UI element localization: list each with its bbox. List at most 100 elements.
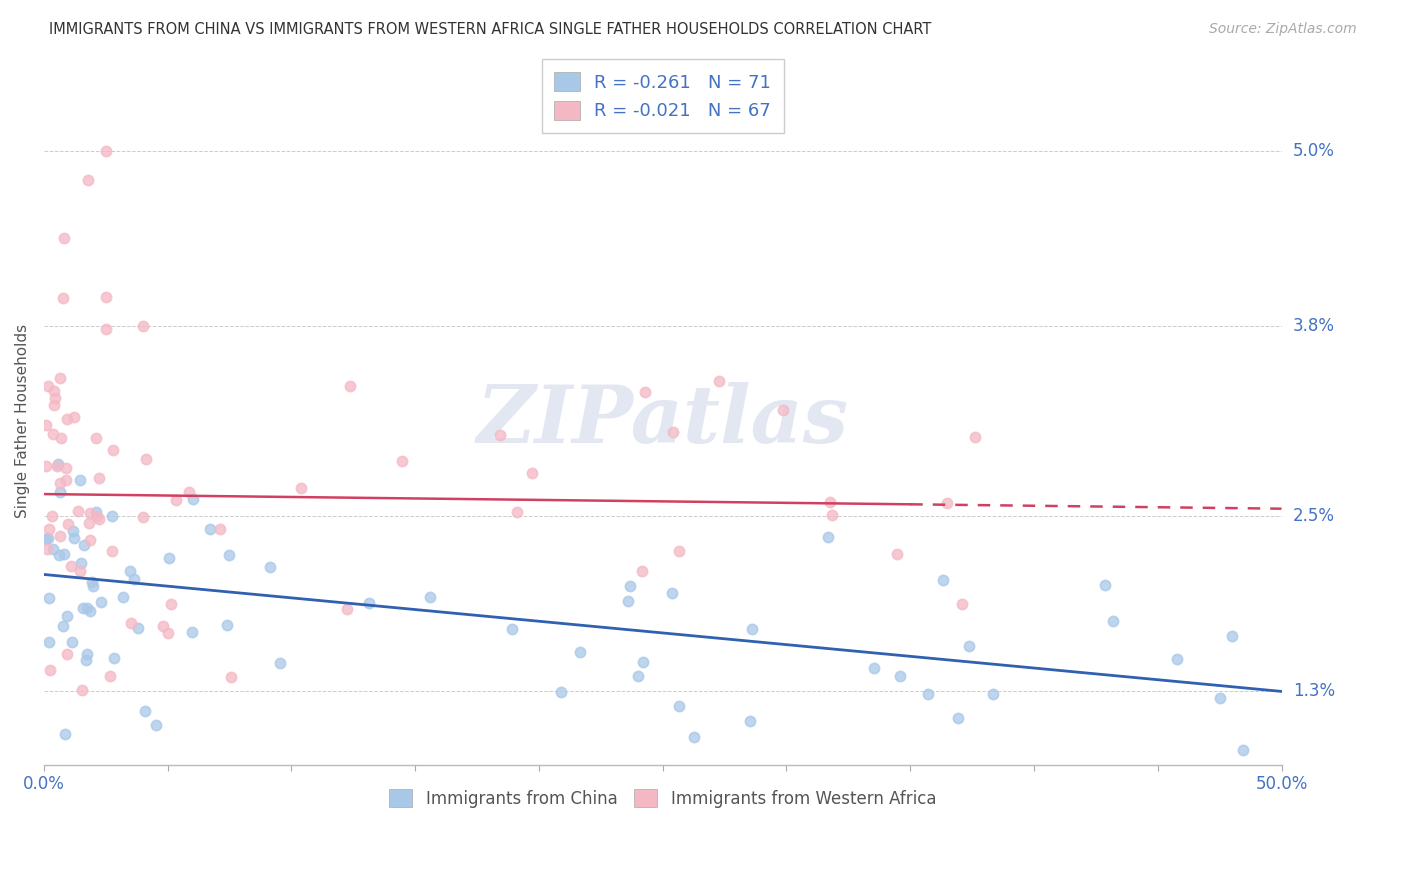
Point: [631, 655, 654, 669]
Point: [489, 427, 512, 442]
Point: [42, 541, 65, 556]
Point: [1094, 578, 1116, 592]
Point: [339, 379, 361, 393]
Point: [35, 533, 58, 547]
Point: [76, 648, 98, 662]
Point: [633, 385, 655, 400]
Point: [41, 508, 63, 523]
Point: [59, 558, 82, 573]
Point: [127, 621, 149, 635]
Point: [79, 533, 101, 547]
Point: [132, 318, 155, 333]
Point: [79, 604, 101, 618]
Point: [145, 718, 167, 732]
Point: [950, 597, 973, 611]
Point: [56, 517, 79, 532]
Point: [69, 473, 91, 487]
Point: [41, 426, 63, 441]
Point: [52, 547, 75, 561]
Text: ZIPatlas: ZIPatlas: [477, 383, 849, 459]
Point: [391, 453, 413, 467]
Point: [550, 685, 572, 699]
Point: [820, 494, 842, 508]
Point: [917, 687, 939, 701]
Point: [181, 491, 204, 506]
Point: [112, 590, 135, 604]
Point: [668, 544, 690, 558]
Point: [181, 624, 204, 639]
Point: [48, 548, 70, 562]
Text: Source: ZipAtlas.com: Source: ZipAtlas.com: [1209, 22, 1357, 37]
Point: [75, 652, 97, 666]
Point: [357, 596, 380, 610]
Point: [506, 505, 529, 519]
Point: [73, 538, 96, 552]
Point: [79, 506, 101, 520]
Text: 2.5%: 2.5%: [1292, 507, 1334, 525]
Point: [94, 290, 117, 304]
Point: [48, 371, 70, 385]
Point: [124, 573, 146, 587]
Point: [44, 398, 66, 412]
Point: [159, 597, 181, 611]
Point: [419, 590, 441, 604]
Point: [134, 704, 156, 718]
Point: [863, 661, 886, 675]
Point: [80, 574, 103, 589]
Point: [56, 608, 79, 623]
Point: [219, 670, 242, 684]
Point: [86, 508, 108, 523]
Point: [86, 505, 108, 519]
Point: [936, 495, 959, 509]
Point: [981, 688, 1004, 702]
Point: [94, 144, 117, 158]
Point: [177, 485, 200, 500]
Point: [70, 682, 93, 697]
Point: [84, 431, 107, 445]
Point: [1220, 629, 1243, 643]
Point: [661, 425, 683, 439]
Legend: Immigrants from China, Immigrants from Western Africa: Immigrants from China, Immigrants from W…: [382, 782, 943, 814]
Point: [72, 600, 94, 615]
Point: [82, 579, 104, 593]
Point: [103, 651, 125, 665]
Point: [37, 531, 59, 545]
Point: [52, 231, 75, 245]
Point: [152, 618, 174, 632]
Point: [76, 601, 98, 615]
Point: [89, 512, 111, 526]
Point: [60, 635, 83, 649]
Point: [120, 615, 142, 630]
Point: [52, 619, 75, 633]
Point: [1101, 615, 1123, 629]
Point: [157, 625, 180, 640]
Text: 1.3%: 1.3%: [1292, 682, 1334, 700]
Point: [101, 508, 124, 523]
Point: [661, 586, 683, 600]
Text: IMMIGRANTS FROM CHINA VS IMMIGRANTS FROM WESTERN AFRICA SINGLE FATHER HOUSEHOLDS: IMMIGRANTS FROM CHINA VS IMMIGRANTS FROM…: [49, 22, 932, 37]
Point: [35, 458, 58, 473]
Point: [49, 431, 72, 445]
Point: [709, 374, 731, 388]
Point: [62, 410, 84, 425]
Point: [37, 379, 59, 393]
Point: [49, 529, 72, 543]
Point: [963, 430, 986, 444]
Point: [52, 291, 75, 305]
Point: [70, 556, 93, 570]
Point: [98, 669, 121, 683]
Point: [741, 622, 763, 636]
Point: [39, 663, 62, 677]
Point: [157, 551, 180, 566]
Point: [619, 578, 641, 592]
Point: [44, 391, 66, 405]
Point: [55, 474, 77, 488]
Point: [1166, 652, 1188, 666]
Point: [215, 618, 238, 632]
Point: [889, 669, 911, 683]
Point: [38, 521, 60, 535]
Point: [46, 458, 69, 473]
Point: [77, 173, 100, 187]
Point: [62, 531, 84, 545]
Text: 5.0%: 5.0%: [1292, 142, 1334, 160]
